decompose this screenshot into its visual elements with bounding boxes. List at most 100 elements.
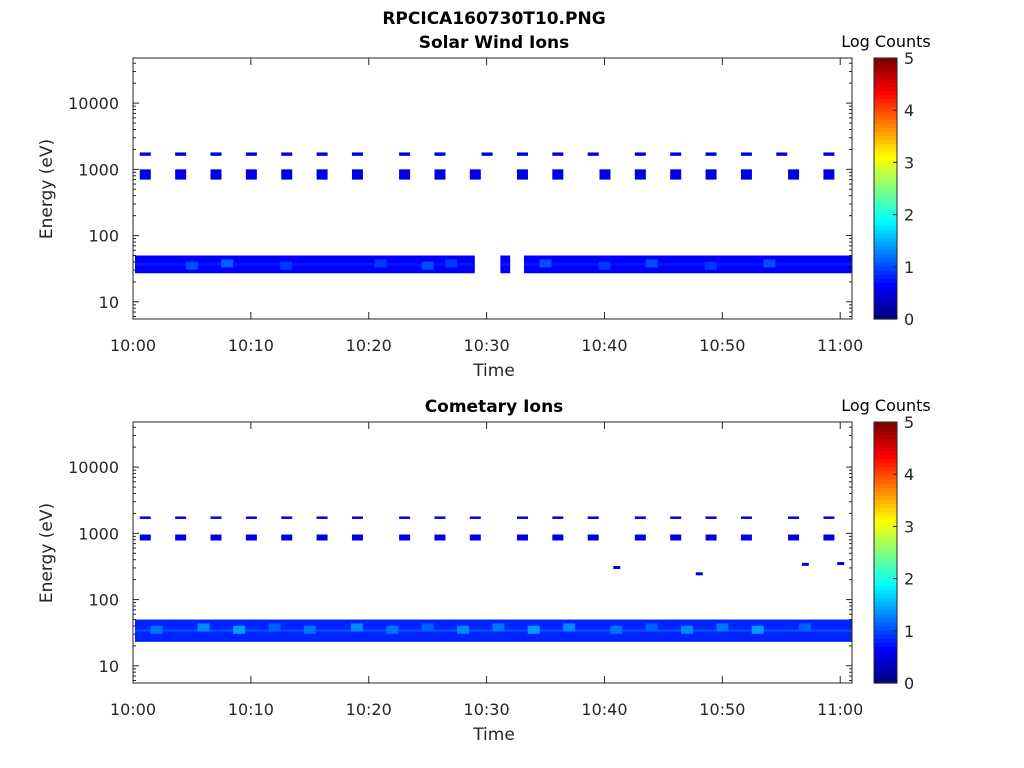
data-cell (351, 152, 363, 156)
colorbar-step (874, 650, 897, 656)
data-hot-spot (598, 261, 611, 270)
x-tick-label: 10:50 (699, 336, 745, 355)
data-cell (634, 534, 646, 541)
data-hot-spot (751, 625, 764, 634)
colorbar-step (874, 556, 897, 562)
data-cell (516, 516, 528, 519)
colorbar-step (874, 302, 897, 308)
y-tick-label: 1000 (78, 160, 119, 179)
data-cell (740, 534, 752, 541)
data-cell (740, 152, 752, 156)
y-tick-label: 10000 (68, 94, 119, 113)
colorbar-step (874, 605, 897, 611)
data-hot-spot (716, 623, 729, 632)
data-cell (316, 534, 328, 541)
x-tick-label: 10:10 (228, 336, 274, 355)
colorbar-step (874, 519, 897, 525)
data-cell (210, 534, 222, 541)
data-cell (788, 534, 800, 541)
colorbar-step (874, 314, 897, 320)
colorbar-step (874, 446, 897, 452)
colorbar-step (874, 597, 897, 603)
colorbar-step (874, 536, 897, 541)
data-cell (245, 534, 257, 541)
y-tick-label: 1000 (78, 524, 119, 543)
colorbar-step (874, 172, 897, 177)
colorbar-step (874, 200, 897, 206)
colorbar-step (874, 237, 897, 243)
colorbar-tick-label: 3 (904, 517, 914, 536)
colorbar-step (874, 70, 897, 75)
y-axis-label: Energy (eV) (37, 139, 57, 239)
data-cell (175, 516, 187, 519)
plot-frame (132, 57, 853, 320)
colorbar-step (874, 670, 897, 676)
colorbar-step (874, 491, 897, 497)
data-cell (823, 169, 835, 180)
data-cell (139, 516, 151, 519)
data-cell (139, 534, 151, 541)
colorbar-step (874, 515, 897, 521)
colorbar-step (874, 593, 897, 598)
data-cell (281, 534, 293, 541)
colorbar-tick-label: 0 (904, 674, 914, 693)
colorbar-step (874, 646, 897, 651)
colorbar-step (874, 261, 897, 267)
colorbar-step (874, 479, 897, 484)
colorbar-step (874, 82, 897, 88)
data-cell (245, 152, 257, 156)
colorbar-step (874, 253, 897, 259)
colorbar-step (874, 666, 897, 672)
colorbar-step (874, 184, 897, 190)
colorbar-step (874, 678, 897, 684)
colorbar-step (874, 658, 897, 664)
data-hot-spot (221, 259, 234, 268)
x-tick-label: 11:00 (817, 700, 863, 719)
colorbar-step (874, 609, 897, 615)
colorbar-step (874, 221, 897, 226)
data-hot-spot (374, 259, 387, 268)
colorbar-step (874, 625, 897, 631)
colorbar-step (874, 290, 897, 296)
colorbar-step (874, 217, 897, 222)
colorbar-step (874, 180, 897, 186)
data-cell (481, 152, 493, 156)
colorbar-step (874, 507, 897, 513)
y-tick-label: 10000 (68, 458, 119, 477)
data-speck (613, 566, 621, 570)
data-hot-spot (610, 625, 623, 634)
data-cell (516, 169, 528, 180)
data-hot-spot (680, 625, 693, 634)
data-cell (281, 516, 293, 519)
data-hot-spot (704, 261, 717, 270)
data-cell (552, 534, 564, 541)
data-cell (281, 169, 293, 180)
colorbar-step (874, 102, 897, 108)
colorbar-step (874, 511, 897, 517)
colorbar-step (874, 282, 897, 287)
data-cell (469, 516, 481, 519)
colorbar-step (874, 66, 897, 71)
colorbar-step (874, 564, 897, 570)
data-hot-spot (645, 623, 658, 632)
colorbar-step (874, 552, 897, 558)
colorbar-step (874, 229, 897, 234)
colorbar-step (874, 58, 897, 63)
data-cell (587, 516, 599, 519)
colorbar-step (874, 560, 897, 566)
data-cell (670, 152, 682, 156)
colorbar-step (874, 294, 897, 300)
plot-background (133, 422, 852, 683)
x-axis-label: Time (472, 725, 515, 745)
x-tick-label: 10:30 (464, 336, 510, 355)
x-tick-label: 10:20 (346, 336, 392, 355)
colorbar-step (874, 540, 897, 545)
data-cell (434, 152, 446, 156)
data-cell (705, 534, 717, 541)
colorbar-step (874, 94, 897, 100)
data-cell (705, 169, 717, 180)
data-hot-spot (303, 625, 316, 634)
colorbar-step (874, 568, 897, 574)
